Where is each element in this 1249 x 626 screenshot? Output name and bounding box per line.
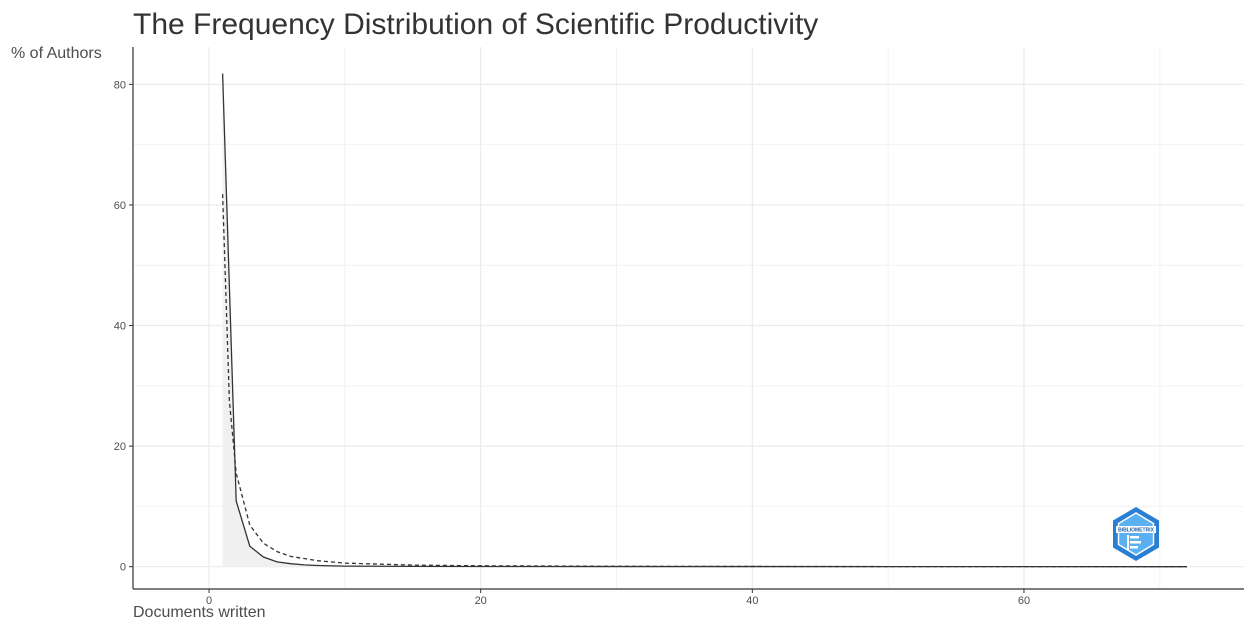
y-tick-label: 40 <box>114 321 126 333</box>
dashed-series-line <box>221 194 1187 568</box>
y-axis-label: % of Authors <box>11 45 102 62</box>
area-fill <box>222 73 1188 567</box>
chart-title: The Frequency Distribution of Scientific… <box>133 8 819 41</box>
ticks: 0 20 40 60 0 20 40 60 80 <box>114 79 1030 607</box>
logo-text: BIBLIOMETRIX <box>1118 528 1154 534</box>
x-tick-label: 0 <box>206 595 212 607</box>
x-tick-label: 60 <box>1018 595 1030 607</box>
y-tick-label: 60 <box>114 200 126 212</box>
x-axis-label: Documents written <box>133 604 266 621</box>
grid <box>133 47 1244 589</box>
y-tick-label: 20 <box>114 441 126 453</box>
solid-series-line <box>221 73 1188 568</box>
bibliometrix-logo: BIBLIOMETRIX <box>1113 507 1159 561</box>
axes <box>132 47 1244 590</box>
series-lines <box>221 73 1188 568</box>
x-tick-label: 20 <box>475 595 487 607</box>
area-fill-shape <box>222 73 1188 567</box>
y-tick-label: 80 <box>114 79 126 91</box>
x-tick-label: 40 <box>746 595 758 607</box>
y-tick-label: 0 <box>120 562 126 574</box>
